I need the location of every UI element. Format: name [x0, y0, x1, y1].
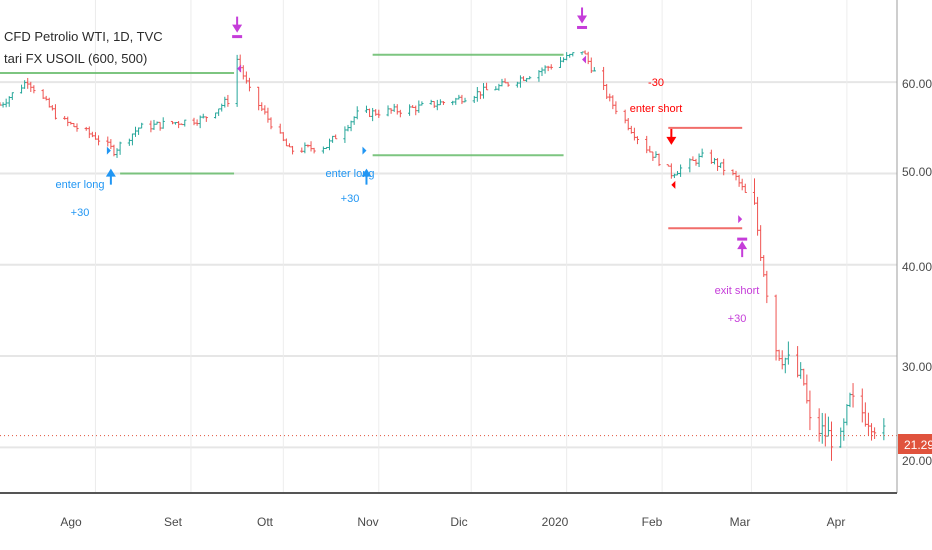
signals	[105, 7, 748, 258]
time-tick-mar: Mar	[730, 515, 751, 529]
enter-long-2-value: +30	[341, 193, 360, 205]
exit-marker	[582, 55, 587, 64]
enter-long-1-value: +30	[71, 207, 90, 219]
enter-long-2-label: enter long	[326, 168, 375, 180]
last-price-badge	[898, 434, 932, 454]
chart-legend: CFD Petrolio WTI, 1D, TVC tari FX USOIL …	[4, 26, 163, 70]
time-tick-2020: 2020	[542, 515, 569, 529]
price-tick-40: 40.00	[902, 260, 932, 274]
candles	[0, 50, 897, 461]
exit-short-arrow-head	[737, 241, 748, 250]
time-tick-dic: Dic	[450, 515, 467, 529]
time-tick-ott: Ott	[257, 515, 274, 529]
enter-long-arrow-head	[361, 168, 372, 177]
time-tick-feb: Feb	[642, 515, 663, 529]
exit-short-label: exit short	[715, 285, 760, 297]
enter-long-marker	[362, 146, 367, 155]
symbol-title: CFD Petrolio WTI, 1D, TVC	[4, 29, 163, 44]
time-axis: Ago Set Ott Nov Dic 2020 Feb Mar Apr	[60, 515, 845, 529]
time-tick-nov: Nov	[357, 515, 378, 529]
enter-long-marker	[106, 146, 111, 155]
exit-arrow-head	[232, 24, 243, 33]
price-tick-20: 20.00	[902, 454, 932, 468]
enter-long-arrow-head	[105, 168, 116, 177]
price-tick-60: 60.00	[902, 77, 932, 91]
exit-short-value: +30	[728, 313, 747, 325]
indicator-title: tari FX USOIL (600, 500)	[4, 51, 148, 66]
enter-short-arrow-head	[666, 136, 677, 145]
exit-short-marker	[738, 215, 743, 224]
target-lines	[0, 53, 743, 230]
last-price-label: 21.29	[904, 438, 932, 452]
time-tick-ago: Ago	[60, 515, 82, 529]
price-tick-50: 50.00	[902, 165, 932, 179]
time-tick-set: Set	[164, 515, 183, 529]
enter-short-value: -30	[648, 77, 664, 89]
enter-long-1-label: enter long	[56, 179, 105, 191]
enter-short-marker	[671, 180, 676, 189]
enter-short-label: enter short	[630, 103, 683, 115]
time-tick-apr: Apr	[827, 515, 846, 529]
exit-marker	[237, 64, 242, 73]
exit-arrow-head	[577, 15, 588, 24]
price-tick-30: 30.00	[902, 360, 932, 374]
